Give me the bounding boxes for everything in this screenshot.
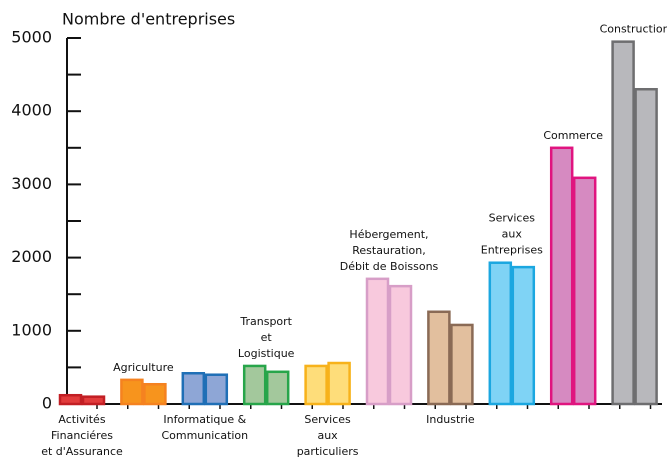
y-tick-label: 2000 — [11, 247, 52, 266]
bar — [204, 373, 229, 406]
x-tick-label: Activités Financiéres et d'Assurance — [41, 413, 123, 458]
x-tick-label: Transport et Logistique — [238, 315, 295, 360]
bar — [181, 372, 206, 406]
y-axis-label: Nombre d'entreprises — [62, 10, 235, 29]
x-tick-label: Services aux particuliers — [297, 413, 359, 458]
bar — [572, 176, 597, 406]
bar — [611, 40, 635, 406]
bar — [388, 284, 413, 406]
x-tick-label: Services aux Entreprises — [481, 212, 543, 257]
bar — [427, 310, 451, 406]
x-tick-label: Industrie — [426, 413, 475, 426]
x-tick-label: Construction — [600, 23, 667, 36]
bar — [549, 146, 574, 406]
bar — [634, 87, 658, 406]
bar — [143, 382, 167, 406]
bar — [327, 361, 351, 406]
x-tick-label: Hébergement, Restauration, Débit de Boisso… — [340, 228, 439, 273]
y-tick-label: 4000 — [11, 101, 52, 120]
y-tick-label: 3000 — [11, 174, 52, 193]
bar — [365, 277, 390, 406]
bar — [488, 261, 513, 406]
bar — [304, 364, 328, 406]
y-tick-label: 0 — [42, 394, 52, 413]
bar — [242, 364, 267, 406]
bar — [511, 265, 536, 406]
y-tick-label: 5000 — [11, 28, 52, 47]
x-tick-label: Commerce — [543, 129, 603, 142]
bar — [120, 378, 144, 406]
bar — [58, 393, 83, 406]
bar — [450, 323, 474, 406]
x-tick-label: Agriculture — [113, 361, 174, 374]
x-tick-label: Informatique & Communication — [161, 413, 248, 442]
bar — [81, 395, 106, 406]
bar — [265, 370, 290, 406]
y-tick-label: 1000 — [11, 320, 52, 339]
